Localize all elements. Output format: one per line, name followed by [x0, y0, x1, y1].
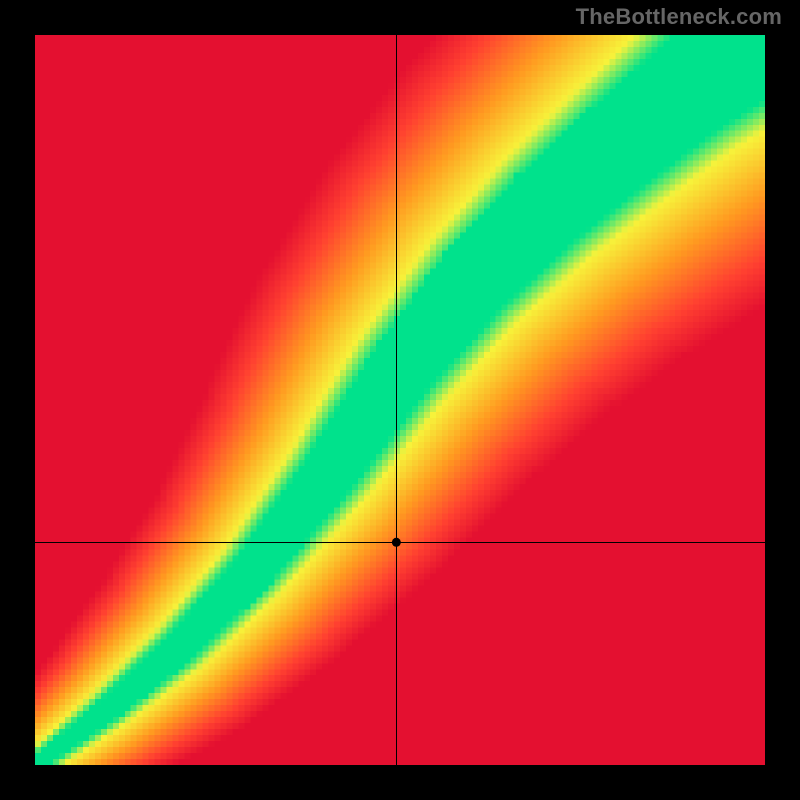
crosshair-overlay	[35, 35, 765, 765]
watermark-text: TheBottleneck.com	[576, 4, 782, 30]
heatmap-plot	[35, 35, 765, 765]
chart-container: TheBottleneck.com	[0, 0, 800, 800]
